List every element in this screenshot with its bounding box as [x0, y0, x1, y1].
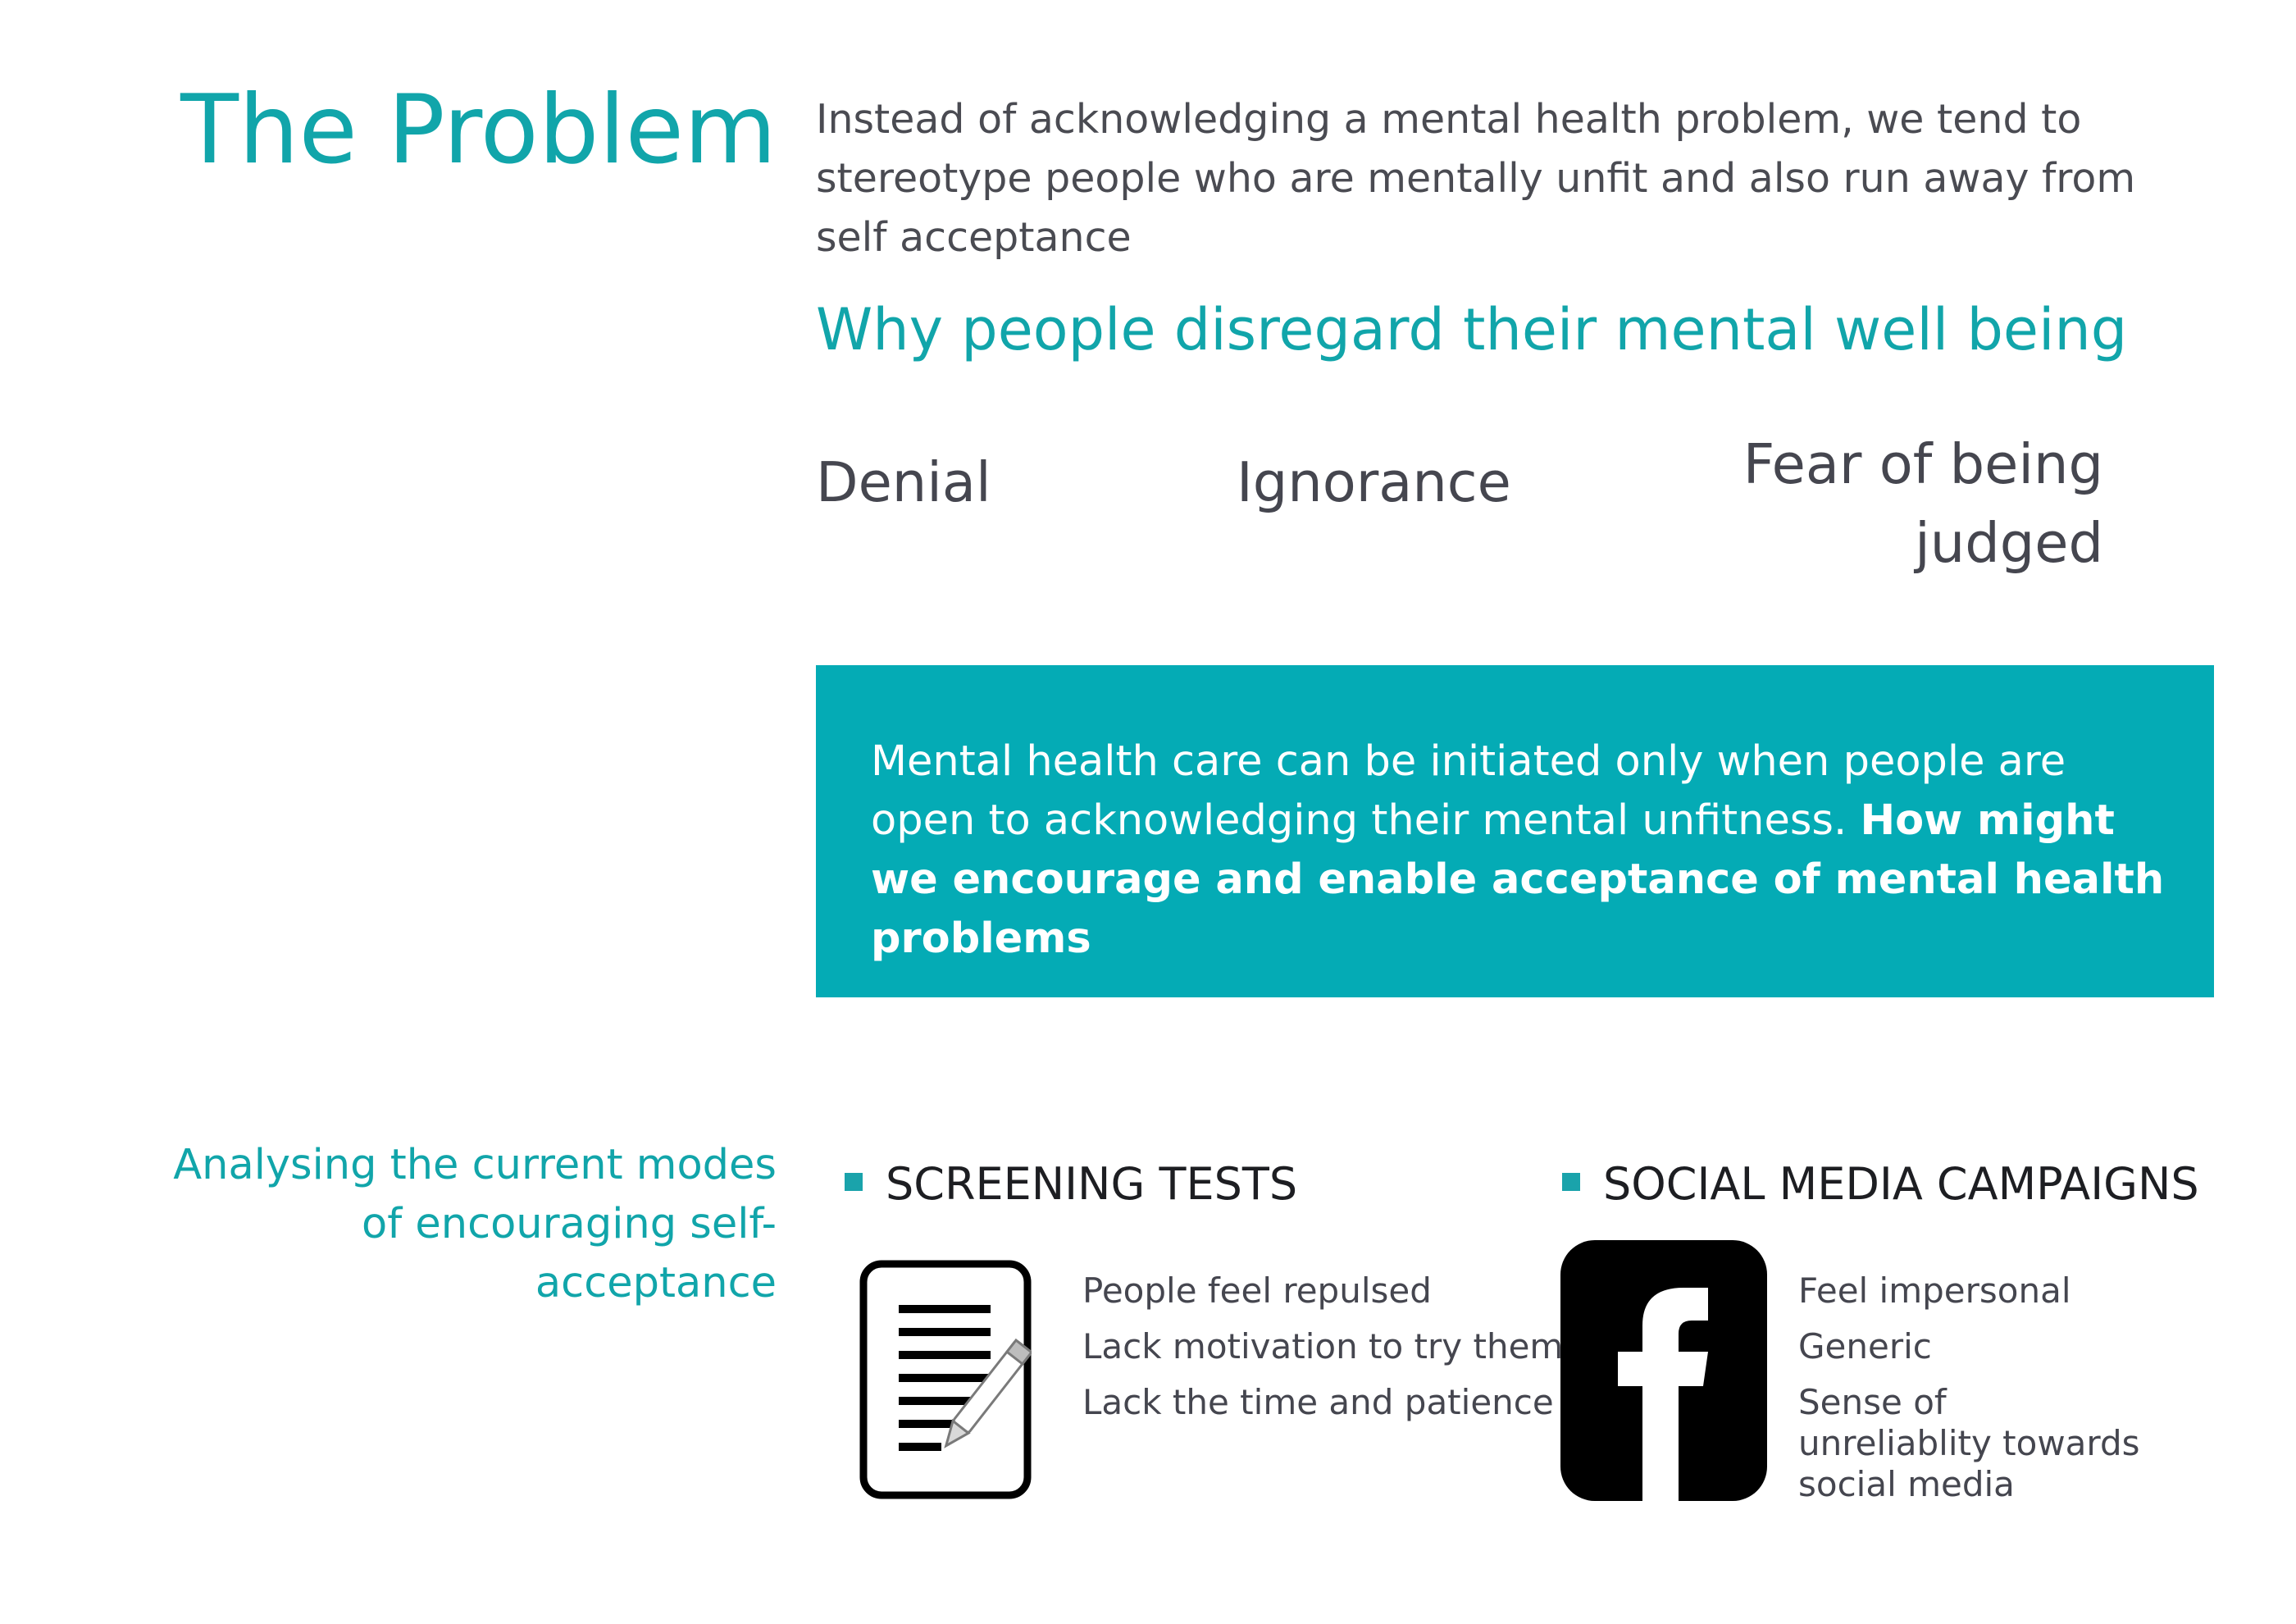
reason-fear-of-being-judged: Fear of being judged — [1742, 432, 2103, 575]
bullet-square — [1562, 1173, 1580, 1192]
mode-heading-label: SOCIAL MEDIA CAMPAIGNS — [1603, 1158, 2199, 1210]
callout-box: Mental health care can be initiated only… — [816, 665, 2214, 997]
facebook-icon — [1560, 1240, 1767, 1501]
reason-denial: Denial — [816, 450, 991, 514]
list-item: Lack motivation to try them — [1082, 1326, 1564, 1366]
list-item: Feel impersonal — [1798, 1270, 2071, 1311]
screening-tests-points: People feel repulsed Lack motivation to … — [1082, 1263, 1563, 1430]
page-title: The Problem — [180, 75, 777, 185]
list-item: Generic — [1798, 1326, 1932, 1366]
mode-heading-social-media-campaigns: SOCIAL MEDIA CAMPAIGNS — [1562, 1152, 2199, 1217]
analysis-heading: Analysing the current modes of encouragi… — [173, 1141, 777, 1307]
list-item: People feel repulsed — [1082, 1270, 1432, 1311]
mode-heading-label: SCREENING TESTS — [886, 1158, 1298, 1210]
document-pen-icon — [859, 1260, 1032, 1499]
social-media-campaigns-points: Feel impersonal Generic Sense of unrelia… — [1798, 1263, 2143, 1505]
bullet-square — [845, 1173, 863, 1192]
mode-heading-screening-tests: SCREENING TESTS — [845, 1152, 1297, 1217]
why-heading: Why people disregard their mental well b… — [816, 296, 2128, 363]
intro-text: Instead of acknowledging a mental health… — [816, 96, 2136, 261]
list-item: Sense of unreliablity towards social med… — [1798, 1382, 2140, 1504]
list-item: Lack the time and patience — [1082, 1382, 1554, 1422]
callout-text: Mental health care can be initiated only… — [871, 737, 2066, 845]
reason-ignorance: Ignorance — [1237, 450, 1511, 514]
callout-emphasis: How might we encourage and enable accept… — [871, 796, 2165, 963]
